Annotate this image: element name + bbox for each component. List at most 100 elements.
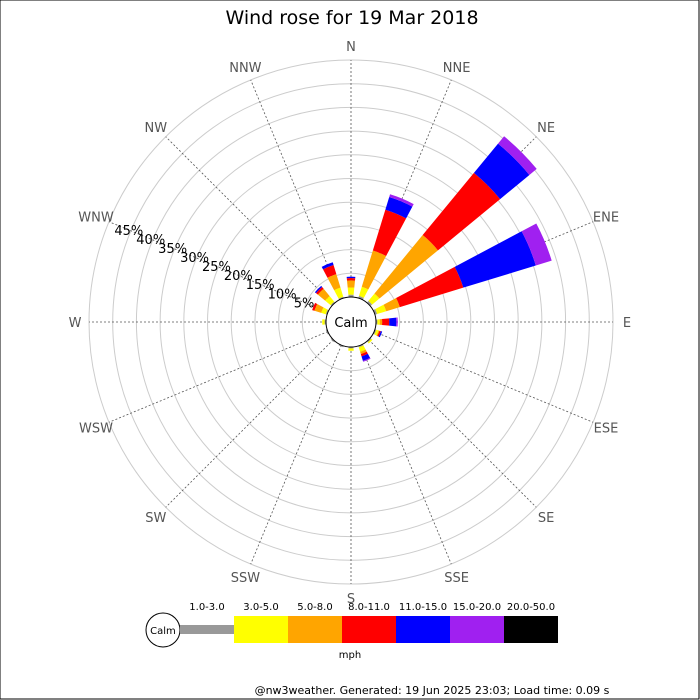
bar-sse-11.0-15.0 [361, 353, 371, 361]
compass-label-sse: SSE [444, 571, 469, 586]
bar-wnw-8.0-11.0 [312, 302, 318, 311]
bar-ne-5.0-8.0 [374, 235, 438, 299]
bar-sse-5.0-8.0 [360, 349, 367, 355]
spoke-nw [165, 136, 334, 305]
bar-nw-11.0-15.0 [314, 285, 323, 294]
compass-label-w: W [69, 316, 82, 331]
ring-label-5: 25% [202, 260, 231, 275]
compass-label-wnw: WNW [78, 210, 114, 225]
bar-nne-1.0-3.0 [358, 295, 364, 300]
bar-ese-11.0-15.0 [378, 331, 383, 338]
bar-e-3.0-5.0 [377, 319, 380, 325]
compass-label-nnw: NNW [229, 61, 261, 76]
compass-label-ssw: SSW [231, 571, 261, 586]
ring-2 [278, 249, 424, 395]
compass-label-ese: ESE [594, 422, 619, 437]
compass-label-e: E [623, 316, 631, 331]
ring-label-2: 10% [268, 287, 297, 302]
bar-nw-8.0-11.0 [315, 286, 324, 295]
bar-ese-5.0-8.0 [376, 330, 380, 336]
legend-label-20.0-50.0: 20.0-50.0 [507, 602, 555, 613]
ring-label-9: 45% [114, 224, 143, 239]
compass-label-nw: NW [145, 121, 168, 136]
spoke-ssw [250, 344, 342, 565]
bar-n-11.0-15.0 [346, 276, 356, 279]
bar-nne-8.0-11.0 [372, 209, 407, 256]
footer-text: @nw3weather. Generated: 19 Jun 2025 23:0… [255, 684, 610, 697]
legend-label-1.0-3.0: 1.0-3.0 [189, 602, 224, 613]
bar-ne-8.0-11.0 [422, 172, 501, 251]
bar-sse-8.0-11.0 [360, 351, 368, 357]
legend-swatch-3.0-5.0 [234, 616, 288, 643]
bar-n-3.0-5.0 [347, 287, 355, 295]
bar-nw-1.0-3.0 [330, 301, 336, 307]
legend-label-15.0-20.0: 15.0-20.0 [453, 602, 501, 613]
bar-ene-11.0-15.0 [454, 231, 536, 288]
legend-swatch-20.0-50.0 [504, 616, 558, 643]
bar-n-1.0-3.0 [348, 294, 354, 298]
bar-nne-15.0-20.0 [389, 194, 414, 207]
bar-ene-15.0-20.0 [521, 223, 552, 266]
compass-label-sw: SW [145, 511, 166, 526]
spoke-se [368, 339, 537, 508]
bar-ene-1.0-3.0 [373, 309, 378, 315]
compass-label-ene: ENE [593, 210, 619, 225]
bar-nne-5.0-8.0 [361, 250, 387, 290]
bar-nnw-8.0-11.0 [323, 265, 337, 278]
compass-label-ne: NE [537, 121, 555, 136]
bar-e-8.0-11.0 [382, 318, 390, 326]
compass-label-se: SE [538, 511, 554, 526]
ring-4 [230, 201, 472, 443]
bar-w-3.0-5.0 [322, 319, 325, 325]
legend-swatch-15.0-20.0 [450, 616, 504, 643]
spoke-ese [373, 331, 594, 423]
ring-label-6: 30% [180, 251, 209, 266]
bar-sse-15.0-20.0 [362, 357, 371, 362]
bar-nne-11.0-15.0 [385, 197, 413, 219]
compass-labels: N NNE NE ENE E ESE SE SSE S SSW SW WSW W WNW NW NNW [69, 40, 632, 607]
bar-sse-3.0-5.0 [358, 345, 366, 352]
spoke-sw [165, 339, 334, 508]
bar-ene-5.0-8.0 [383, 298, 400, 312]
bar-nw-5.0-8.0 [317, 288, 330, 301]
spoke-wsw [108, 331, 329, 423]
bar-e-11.0-15.0 [389, 317, 397, 327]
bar-ene-8.0-11.0 [396, 266, 464, 308]
bar-s-3.0-5.0 [348, 348, 354, 351]
ring-5 [207, 178, 495, 466]
legend-label-8.0-11.0: 8.0-11.0 [348, 602, 390, 613]
calm-circle-group: Calm [325, 296, 377, 348]
compass-label-nne: NNE [443, 61, 471, 76]
bar-se-1.0-3.0 [366, 337, 372, 343]
legend-label-3.0-5.0: 3.0-5.0 [243, 602, 278, 613]
legend-swatch-11.0-15.0 [396, 616, 450, 643]
legend-calm-label: Calm [150, 626, 176, 637]
ring-label-1: 5% [294, 296, 315, 311]
bar-nw-3.0-5.0 [325, 296, 335, 306]
legend-unit: mph [339, 650, 361, 661]
spokes-layer [89, 60, 613, 584]
legend-swatch-5.0-8.0 [288, 616, 342, 643]
chart-title: Wind rose for 19 Mar 2018 [225, 7, 478, 29]
ring-labels: 5%10%15%20%25%30%35%40%45% [114, 224, 314, 312]
ring-label-8: 40% [136, 233, 165, 248]
bar-nnw-5.0-8.0 [327, 274, 341, 291]
ring-label-4: 20% [224, 269, 253, 284]
calm-circle [325, 296, 377, 348]
legend-label-11.0-15.0: 11.0-15.0 [399, 602, 447, 613]
bar-nnw-3.0-5.0 [334, 287, 344, 299]
ring-1 [301, 272, 401, 372]
bar-sw-1.0-3.0 [330, 337, 336, 343]
bar-ne-15.0-20.0 [498, 136, 537, 175]
legend-label-5.0-8.0: 5.0-8.0 [297, 602, 332, 613]
spoke-wnw [108, 221, 329, 313]
legend: Calm 1.0-3.0 3.0-5.0 5.0-8.0 8.0-11.0 11.0-1… [145, 602, 558, 661]
bar-ne-11.0-15.0 [473, 143, 530, 200]
ring-6 [183, 154, 519, 490]
bar-ene-3.0-5.0 [375, 304, 387, 314]
compass-label-s: S [347, 592, 355, 607]
legend-items: 1.0-3.0 3.0-5.0 5.0-8.0 8.0-11.0 11.0-15.0 15… [180, 602, 558, 643]
compass-label-wsw: WSW [79, 422, 113, 437]
